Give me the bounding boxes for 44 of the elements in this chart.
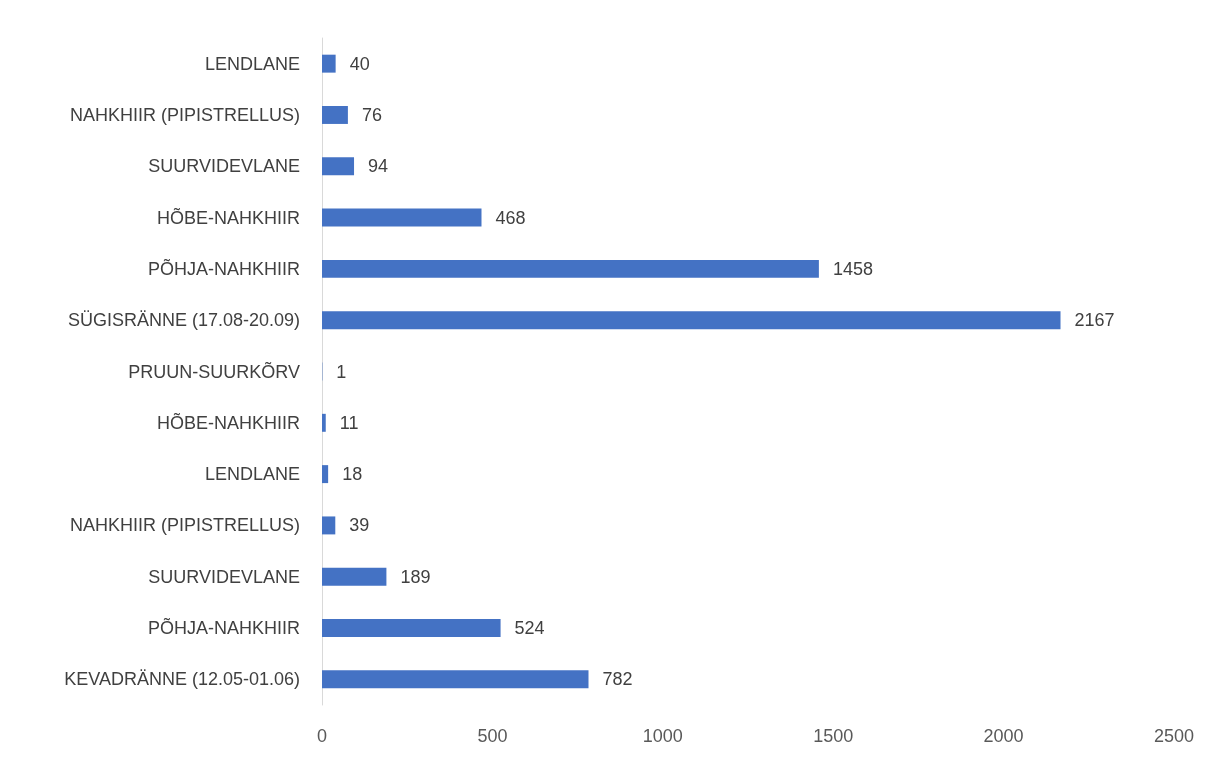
bar — [322, 105, 348, 124]
y-tick-label: HÕBE-NAHKHIIR — [156, 411, 300, 433]
y-tick-label: LENDLANE — [204, 464, 300, 485]
data-label: 18 — [342, 464, 363, 485]
data-label: 468 — [495, 207, 526, 228]
data-label: 2167 — [1074, 310, 1115, 331]
y-tick-label: SÜGISRÄNNE (17.08-20.09) — [67, 310, 300, 331]
x-tick-label: 2000 — [983, 726, 1024, 746]
x-tick-label: 2500 — [1153, 726, 1195, 746]
data-label: 11 — [339, 412, 359, 433]
y-tick-label: KEVADRÄNNE (12.05-01.06) — [64, 669, 300, 690]
y-tick-label: HÕBE-NAHKHIIR — [156, 206, 300, 228]
bar — [322, 311, 1061, 330]
x-tick-label: 0 — [316, 726, 328, 746]
data-label: 782 — [602, 669, 633, 690]
bar — [322, 259, 819, 278]
bar — [322, 619, 501, 638]
y-tick-label: NAHKHIIR (PIPISTRELLUS) — [69, 104, 300, 125]
data-label: 76 — [361, 104, 382, 125]
y-tick-label: SUURVIDEVLANE — [148, 566, 300, 587]
data-label: 39 — [349, 515, 370, 536]
y-tick-label: LENDLANE — [204, 53, 300, 74]
y-tick-label: PÕHJA-NAHKHIIR — [147, 257, 300, 279]
x-tick-label: 1500 — [813, 726, 854, 746]
data-label: 94 — [368, 156, 389, 177]
data-label: 189 — [400, 566, 431, 587]
bar — [322, 670, 589, 689]
bar — [322, 157, 355, 176]
data-label: 1 — [336, 361, 347, 382]
bar — [322, 567, 387, 586]
y-tick-label: SUURVIDEVLANE — [148, 156, 300, 177]
data-label: 40 — [349, 53, 370, 74]
y-tick-label: PÕHJA-NAHKHIIR — [147, 617, 300, 639]
data-label: 1458 — [832, 258, 873, 279]
y-tick-label: NAHKHIIR (PIPISTRELLUS) — [69, 515, 300, 536]
data-label: 524 — [514, 618, 545, 639]
x-tick-label: 500 — [477, 726, 508, 746]
bar — [322, 413, 326, 432]
y-tick-label: PRUUN-SUURKÕRV — [128, 360, 300, 382]
x-tick-label: 1000 — [642, 726, 683, 746]
bar — [322, 516, 336, 535]
bar — [322, 465, 329, 484]
bar — [322, 54, 336, 73]
bar — [322, 208, 482, 227]
